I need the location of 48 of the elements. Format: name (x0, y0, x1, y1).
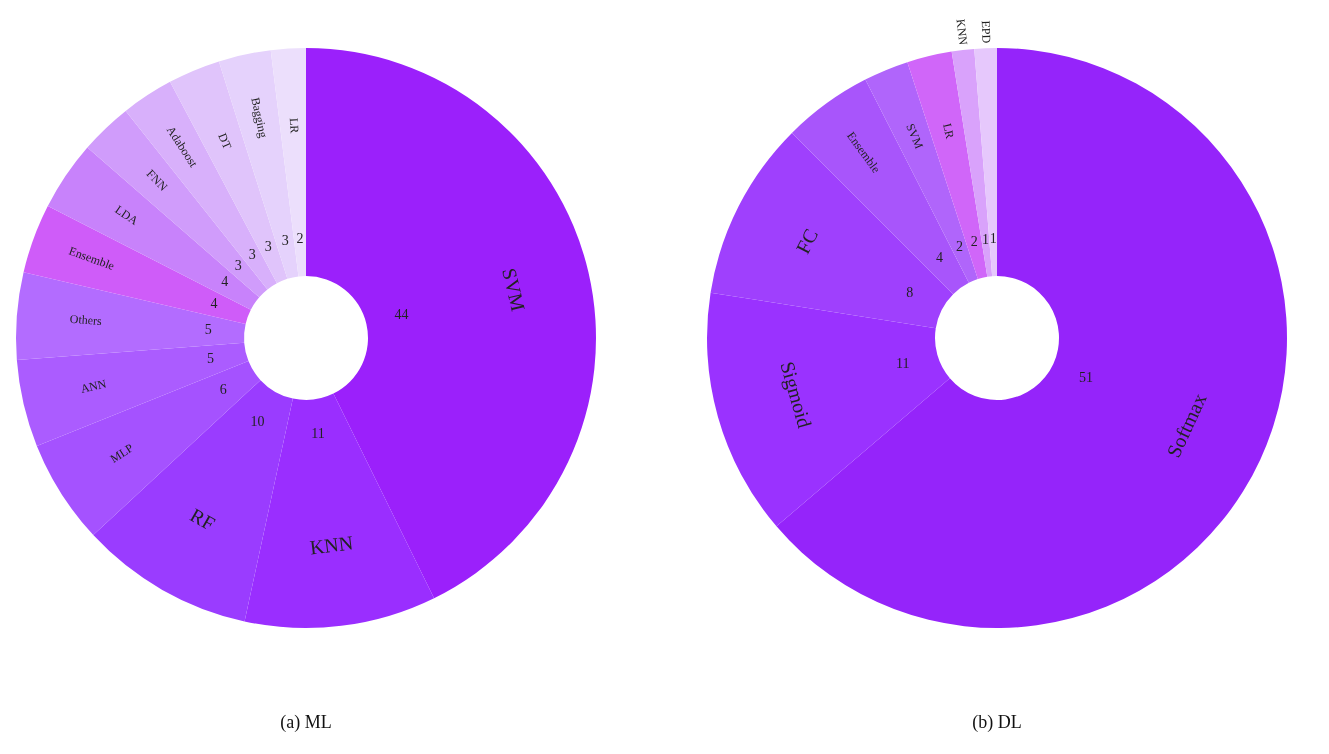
data-label: 11 (895, 355, 910, 371)
slice-label: FC (791, 225, 823, 258)
data-label: 4 (935, 249, 943, 265)
data-label: 44 (394, 307, 409, 322)
slice-label: ANN (79, 376, 108, 396)
data-label: 5 (207, 351, 215, 367)
donut-slice (23, 205, 251, 324)
slice-label: LR (286, 117, 302, 134)
data-label: 3 (234, 258, 242, 274)
donut-slice (244, 393, 435, 628)
slice-label: EPD (978, 20, 994, 44)
donut-slice (951, 48, 993, 277)
data-label: 11 (311, 426, 325, 442)
data-label: 8 (906, 284, 914, 300)
data-label: 3 (248, 247, 256, 263)
data-label: 2 (956, 238, 963, 254)
slice-label: KNN (308, 531, 355, 559)
data-label: 4 (210, 295, 218, 311)
slice-label: LR (939, 121, 958, 141)
slice-label: DT (215, 130, 235, 152)
donut-slice (791, 79, 969, 295)
data-label: 6 (219, 381, 227, 397)
donut-slice (907, 51, 988, 280)
slice-label: Bagging (248, 96, 271, 139)
donut-slice (16, 272, 246, 361)
data-label: 51 (1079, 370, 1093, 386)
donut-slice (776, 48, 1287, 628)
text: (b) DL (972, 712, 1022, 733)
data-label: 2 (970, 233, 978, 249)
data-label: 1 (981, 231, 989, 247)
slice-label: Sigmoid (775, 359, 817, 431)
data-label: 4 (221, 274, 229, 290)
data-label: 10 (250, 414, 265, 430)
data-label: 2 (296, 231, 304, 247)
donut-slice (270, 48, 306, 277)
data-label: 5 (204, 321, 212, 337)
slice-label: LDA (112, 202, 142, 229)
slice-label: MLP (107, 440, 137, 466)
data-label: 1 (989, 231, 997, 247)
slice-label: KNN (953, 18, 971, 47)
data-label: 3 (281, 233, 289, 249)
donut-slice (306, 48, 596, 599)
text: (a) ML (280, 712, 332, 733)
slice-label: RF (186, 503, 219, 535)
slice-label: SVM (498, 266, 530, 314)
slice-label: Others (69, 311, 103, 329)
data-label: 3 (264, 238, 272, 254)
slice-label: SVM (903, 121, 927, 152)
